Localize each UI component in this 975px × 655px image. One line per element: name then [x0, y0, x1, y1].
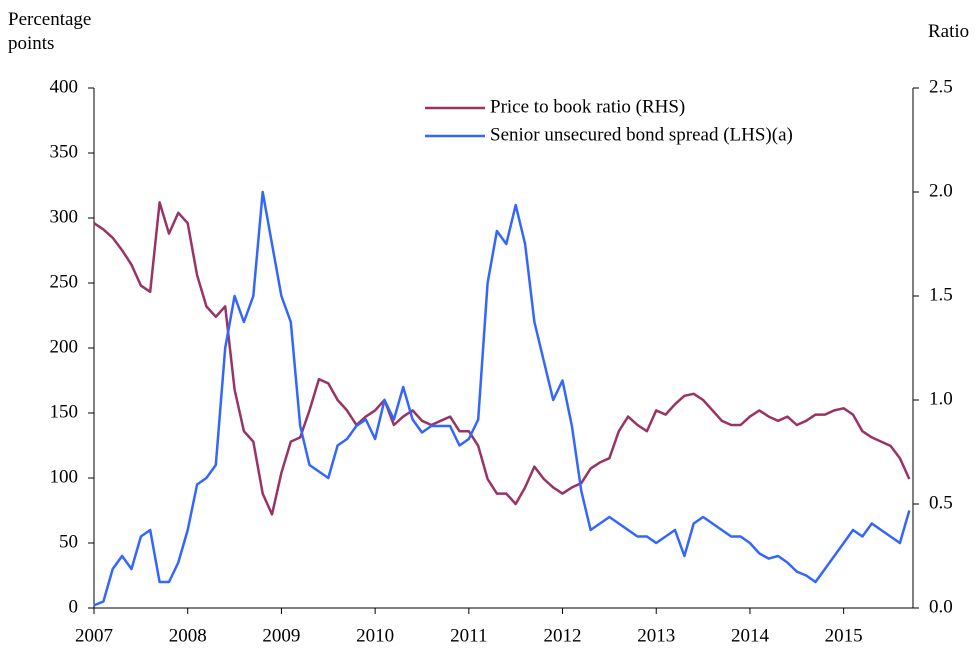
x-tick-label: 2010	[356, 625, 394, 646]
y2-tick-label: 0.0	[929, 596, 953, 617]
legend-label: Price to book ratio (RHS)	[490, 96, 685, 117]
y-axis-label: Percentage points	[8, 9, 92, 54]
y2-axis-label: Ratio	[928, 21, 970, 42]
x-tick-label: 2013	[637, 625, 675, 646]
y2-tick-label: 2.5	[929, 76, 953, 97]
y2-tick-label: 1.5	[929, 284, 953, 305]
series-line	[93, 190, 911, 607]
y-tick-label: 200	[50, 336, 79, 357]
y-tick-label: 250	[50, 271, 79, 292]
y-tick-label: 350	[50, 141, 79, 162]
x-tick-label: 2011	[450, 625, 487, 646]
y2-tick-label: 0.5	[929, 492, 953, 513]
x-tick-label: 2014	[731, 625, 770, 646]
legend-label: Senior unsecured bond spread (LHS)(a)	[490, 124, 793, 145]
y2-tick-label: 1.0	[929, 388, 953, 409]
x-tick-label: 2007	[75, 625, 113, 646]
y-tick-label: 150	[50, 401, 79, 422]
y-tick-label: 100	[50, 466, 79, 487]
x-tick-label: 2015	[825, 625, 863, 646]
y-tick-label: 400	[50, 76, 79, 97]
x-tick-label: 2009	[262, 625, 300, 646]
y-tick-label: 300	[50, 206, 79, 227]
x-tick-label: 2012	[544, 625, 582, 646]
y-tick-label: 0	[69, 596, 79, 617]
series-line	[93, 201, 911, 516]
y-tick-label: 50	[59, 531, 78, 552]
x-tick-label: 2008	[169, 625, 207, 646]
y2-tick-label: 2.0	[929, 180, 953, 201]
